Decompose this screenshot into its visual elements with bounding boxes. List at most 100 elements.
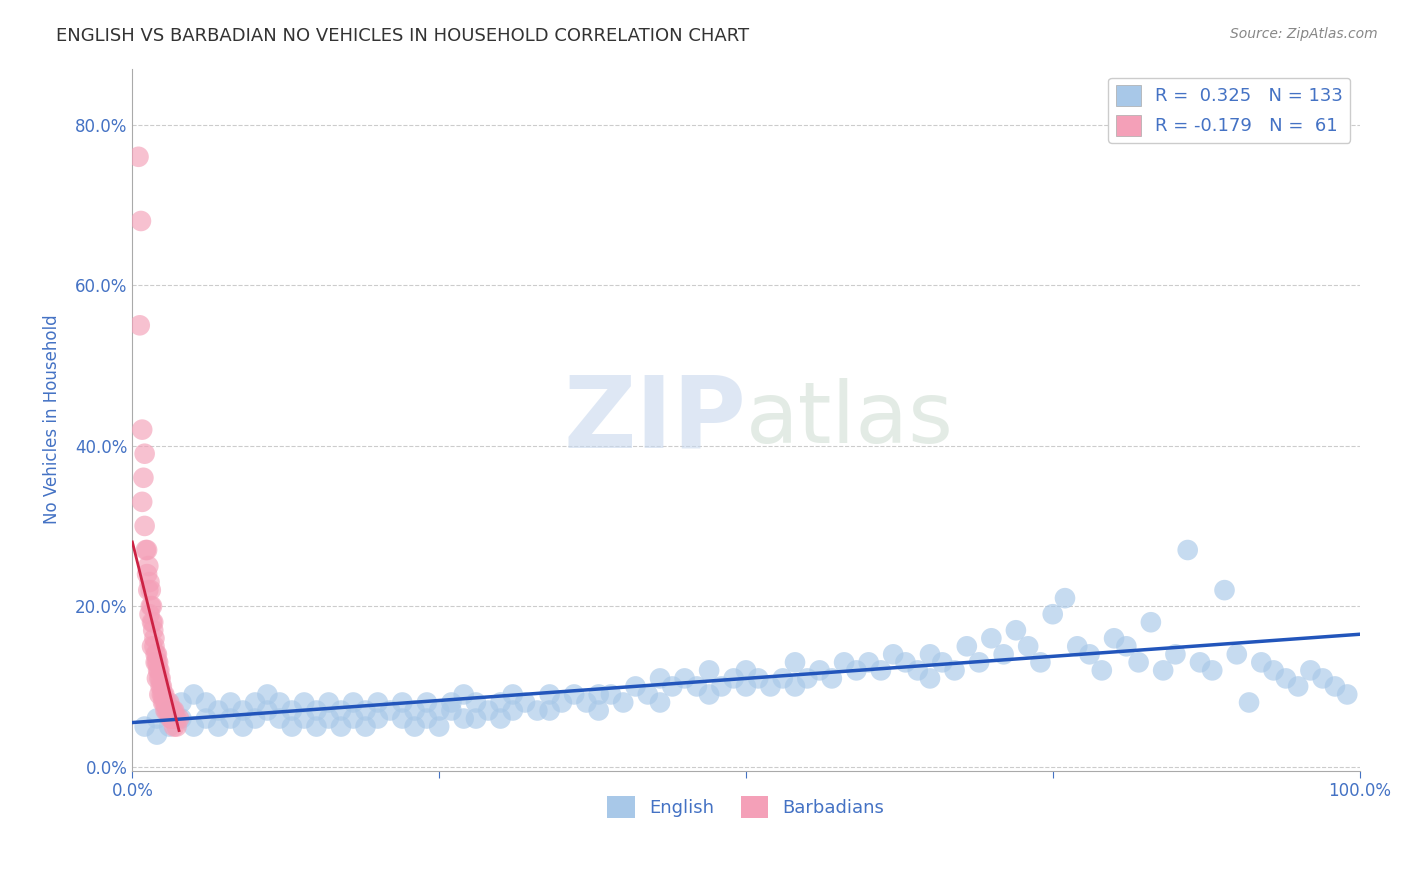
Point bbox=[195, 712, 218, 726]
Point bbox=[160, 712, 183, 726]
Point bbox=[993, 648, 1015, 662]
Point bbox=[148, 664, 170, 678]
Point bbox=[292, 696, 315, 710]
Point bbox=[148, 672, 170, 686]
Point bbox=[269, 712, 291, 726]
Point bbox=[155, 696, 177, 710]
Point bbox=[170, 696, 193, 710]
Point bbox=[502, 704, 524, 718]
Point bbox=[342, 712, 364, 726]
Point bbox=[783, 656, 806, 670]
Point bbox=[146, 648, 169, 662]
Point bbox=[141, 599, 163, 614]
Point bbox=[163, 720, 186, 734]
Point bbox=[637, 688, 659, 702]
Point bbox=[152, 696, 174, 710]
Point bbox=[146, 712, 169, 726]
Point bbox=[330, 720, 353, 734]
Point bbox=[1066, 640, 1088, 654]
Point bbox=[1128, 656, 1150, 670]
Point bbox=[183, 720, 205, 734]
Y-axis label: No Vehicles in Household: No Vehicles in Household bbox=[44, 315, 60, 524]
Legend: English, Barbadians: English, Barbadians bbox=[600, 789, 891, 825]
Point bbox=[832, 656, 855, 670]
Point bbox=[440, 704, 463, 718]
Point bbox=[808, 664, 831, 678]
Point bbox=[128, 150, 150, 164]
Point bbox=[1299, 664, 1322, 678]
Point bbox=[243, 696, 266, 710]
Point bbox=[141, 615, 163, 630]
Point bbox=[143, 640, 166, 654]
Point bbox=[404, 720, 426, 734]
Point bbox=[526, 704, 548, 718]
Point bbox=[489, 712, 512, 726]
Point bbox=[907, 664, 929, 678]
Point bbox=[146, 672, 169, 686]
Point bbox=[136, 543, 159, 558]
Point bbox=[256, 704, 278, 718]
Point bbox=[931, 656, 953, 670]
Point bbox=[207, 720, 229, 734]
Point bbox=[427, 720, 450, 734]
Point bbox=[136, 567, 159, 582]
Point bbox=[146, 656, 169, 670]
Point bbox=[128, 318, 150, 333]
Point bbox=[453, 712, 475, 726]
Point bbox=[673, 672, 696, 686]
Point bbox=[156, 704, 179, 718]
Point bbox=[166, 712, 188, 726]
Point bbox=[157, 720, 180, 734]
Point bbox=[146, 728, 169, 742]
Point bbox=[219, 712, 242, 726]
Point bbox=[1115, 640, 1137, 654]
Point bbox=[354, 720, 377, 734]
Point bbox=[918, 648, 941, 662]
Point bbox=[142, 624, 165, 638]
Point bbox=[1005, 624, 1028, 638]
Point bbox=[156, 696, 179, 710]
Point bbox=[624, 680, 647, 694]
Point bbox=[1102, 632, 1125, 646]
Point bbox=[152, 688, 174, 702]
Point bbox=[759, 680, 782, 694]
Point bbox=[1323, 680, 1346, 694]
Point bbox=[723, 672, 745, 686]
Point bbox=[1275, 672, 1298, 686]
Point bbox=[132, 471, 155, 485]
Point bbox=[159, 712, 181, 726]
Point bbox=[416, 696, 439, 710]
Point bbox=[162, 704, 184, 718]
Point bbox=[600, 688, 623, 702]
Point bbox=[538, 704, 561, 718]
Point bbox=[150, 680, 173, 694]
Point bbox=[747, 672, 769, 686]
Point bbox=[1286, 680, 1309, 694]
Point bbox=[661, 680, 683, 694]
Point bbox=[378, 704, 401, 718]
Point bbox=[796, 672, 818, 686]
Point bbox=[183, 688, 205, 702]
Point bbox=[858, 656, 880, 670]
Point bbox=[148, 688, 170, 702]
Point bbox=[894, 656, 917, 670]
Point bbox=[453, 688, 475, 702]
Point bbox=[367, 712, 389, 726]
Point bbox=[956, 640, 979, 654]
Point bbox=[465, 696, 488, 710]
Point bbox=[305, 720, 328, 734]
Point bbox=[440, 696, 463, 710]
Point bbox=[697, 664, 720, 678]
Point bbox=[697, 688, 720, 702]
Point bbox=[551, 696, 574, 710]
Point bbox=[156, 704, 179, 718]
Point bbox=[513, 696, 536, 710]
Point bbox=[143, 632, 166, 646]
Point bbox=[845, 664, 868, 678]
Point bbox=[1188, 656, 1211, 670]
Point bbox=[342, 696, 364, 710]
Point bbox=[1237, 696, 1260, 710]
Point bbox=[138, 575, 160, 590]
Point bbox=[416, 712, 439, 726]
Point bbox=[166, 720, 188, 734]
